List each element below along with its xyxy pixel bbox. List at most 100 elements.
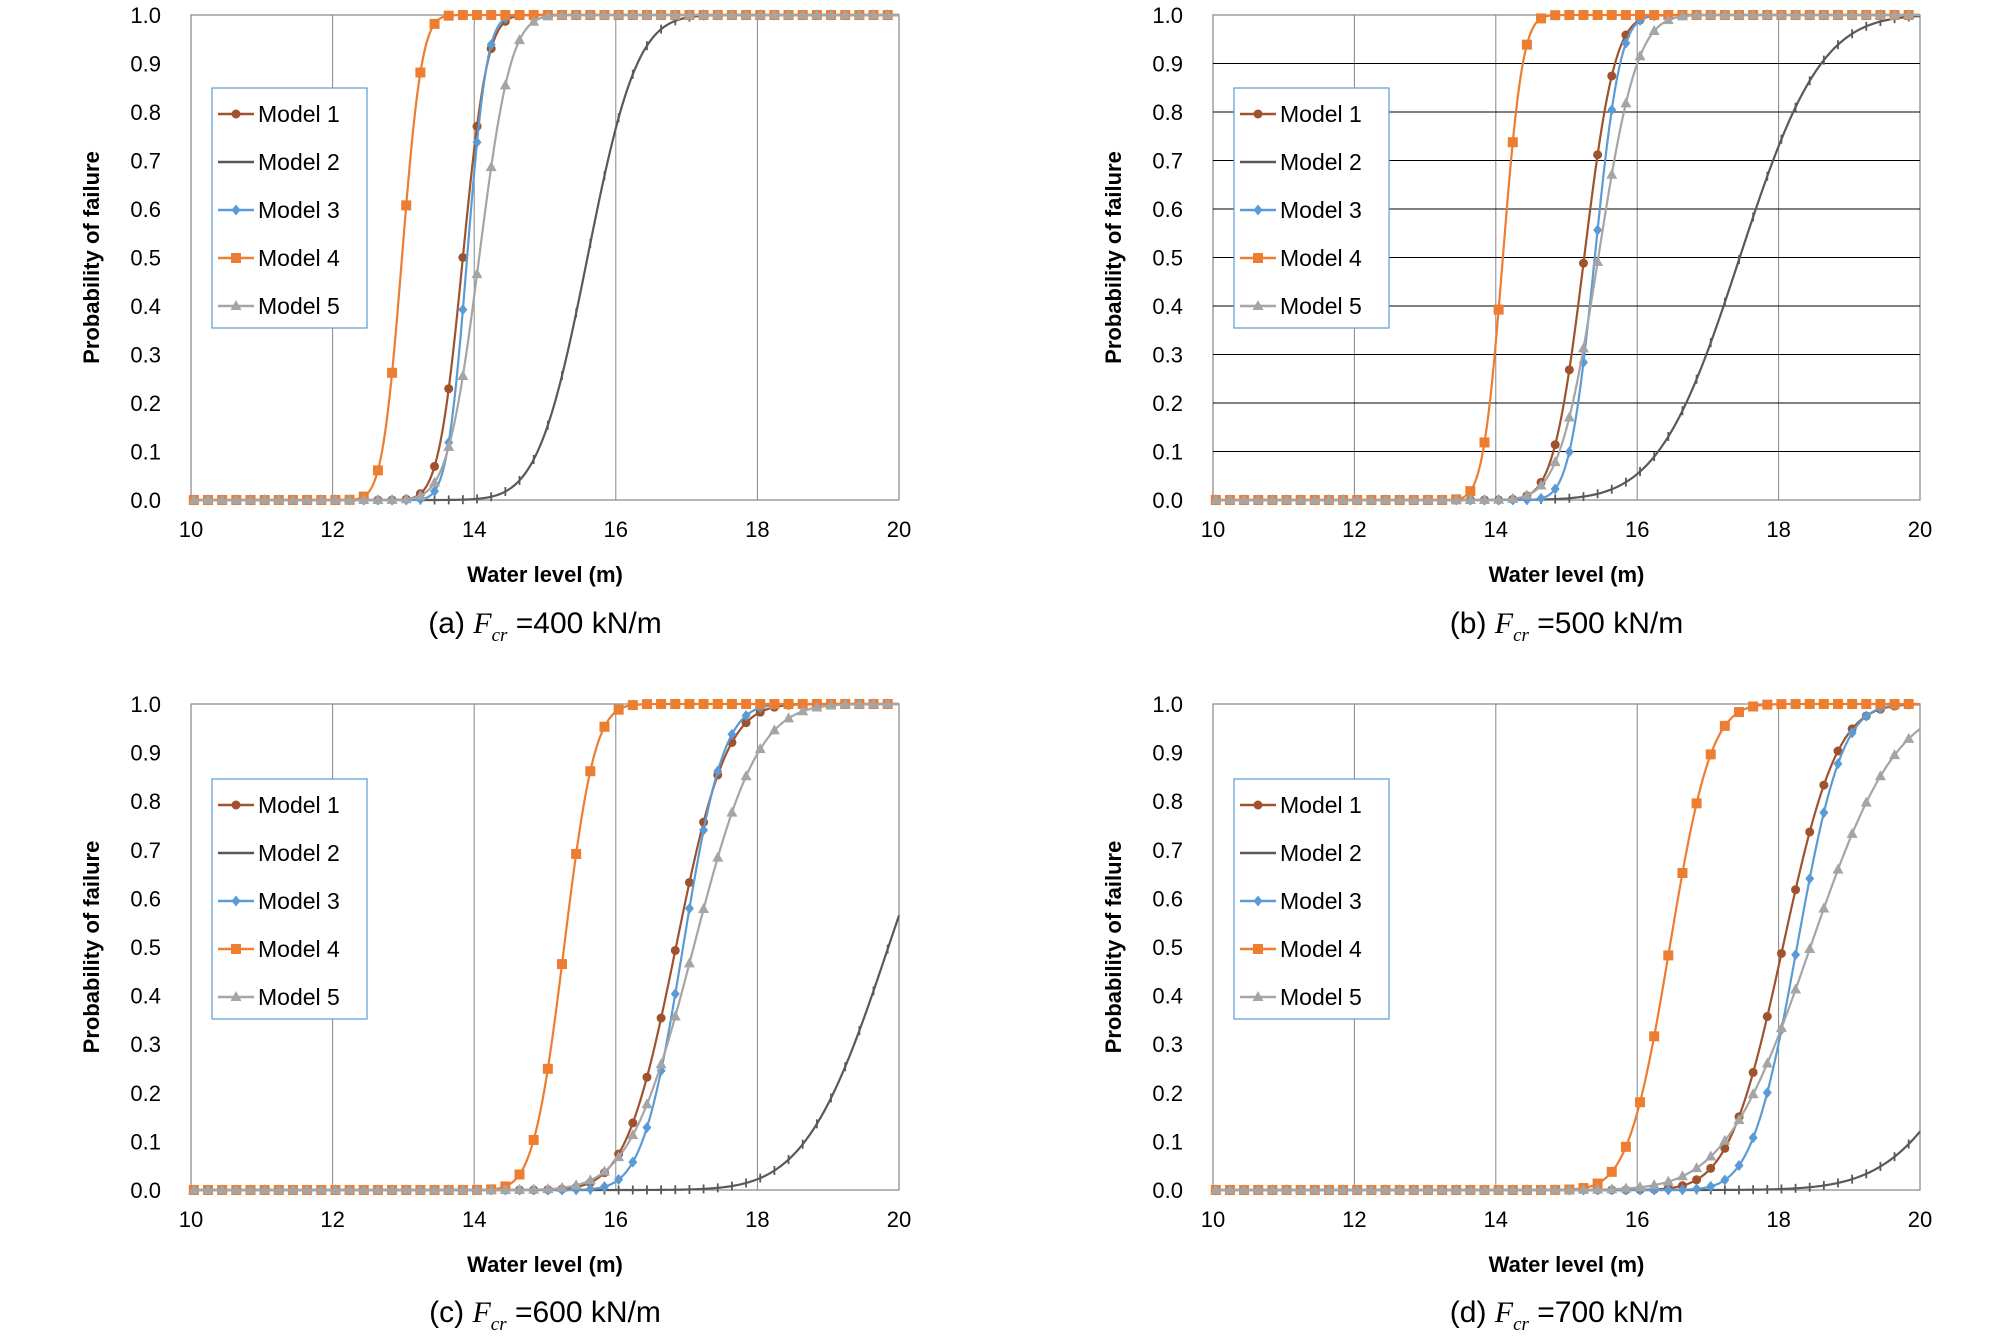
legend-item: Model 1 bbox=[218, 792, 340, 818]
x-tick-label: 10 bbox=[179, 517, 203, 542]
y-tick-label: 0.6 bbox=[1152, 886, 1183, 911]
data-point-marker bbox=[443, 10, 454, 21]
data-point-marker bbox=[1450, 493, 1462, 504]
data-point-marker bbox=[1719, 1134, 1731, 1145]
data-point-marker bbox=[1422, 494, 1434, 504]
data-point-marker bbox=[401, 200, 412, 211]
data-point-marker bbox=[1549, 1183, 1561, 1194]
data-point-marker bbox=[1281, 1184, 1293, 1194]
data-point-marker bbox=[1309, 1184, 1321, 1194]
data-point-marker bbox=[301, 494, 313, 504]
data-point-marker bbox=[528, 10, 539, 20]
data-point-marker bbox=[641, 9, 653, 19]
legend-swatch-marker bbox=[230, 991, 242, 1001]
caption-label: (b) bbox=[1450, 607, 1495, 640]
data-point-marker bbox=[797, 9, 809, 19]
data-point-marker bbox=[457, 370, 469, 381]
data-point-marker bbox=[740, 770, 752, 781]
y-tick-label: 0.6 bbox=[130, 197, 161, 222]
y-tick-label: 0.8 bbox=[1152, 100, 1183, 125]
data-point-marker bbox=[1564, 446, 1574, 458]
data-point-marker bbox=[1620, 1141, 1631, 1152]
data-point-marker bbox=[188, 494, 200, 504]
data-point-marker bbox=[1592, 10, 1603, 20]
x-tick-label: 10 bbox=[1201, 517, 1225, 542]
legend-label: Model 1 bbox=[1280, 101, 1362, 127]
data-point-marker bbox=[485, 1183, 497, 1194]
panel-caption: (c) Fcr =600 kN/m bbox=[429, 1296, 661, 1335]
caption-subscript: cr bbox=[491, 1314, 507, 1335]
data-point-marker bbox=[1818, 902, 1830, 913]
data-point-marker bbox=[301, 1184, 313, 1194]
data-point-marker bbox=[1550, 440, 1560, 450]
data-point-marker bbox=[1648, 25, 1660, 36]
data-point-marker bbox=[1337, 1184, 1349, 1194]
y-tick-label: 0.1 bbox=[1152, 440, 1183, 465]
data-point-marker bbox=[528, 1183, 540, 1194]
data-point-marker bbox=[797, 705, 809, 716]
data-point-marker bbox=[599, 1181, 609, 1193]
data-point-marker bbox=[570, 1179, 582, 1190]
y-tick-label: 0.3 bbox=[1152, 343, 1183, 368]
data-point-marker bbox=[1394, 1184, 1406, 1194]
data-point-marker bbox=[1620, 1182, 1632, 1193]
x-tick-label: 18 bbox=[1766, 1207, 1790, 1232]
data-point-marker bbox=[1266, 494, 1278, 504]
data-point-marker bbox=[514, 1183, 526, 1194]
y-tick-label: 0.3 bbox=[1152, 1032, 1183, 1057]
y-tick-label: 0.2 bbox=[130, 1081, 161, 1106]
caption-symbol: F bbox=[1494, 607, 1514, 640]
series-model-5 bbox=[1210, 728, 1921, 1194]
data-point-marker bbox=[1805, 873, 1815, 885]
x-tick-label: 14 bbox=[462, 1207, 486, 1232]
y-tick-label: 0.9 bbox=[1152, 741, 1183, 766]
data-point-marker bbox=[1705, 9, 1717, 20]
data-point-marker bbox=[1210, 494, 1222, 504]
data-point-marker bbox=[712, 851, 724, 862]
data-point-marker bbox=[1252, 494, 1264, 504]
y-tick-label: 0.7 bbox=[130, 838, 161, 863]
data-point-marker bbox=[1649, 1031, 1660, 1042]
y-tick-label: 0.9 bbox=[130, 52, 161, 77]
data-point-marker bbox=[287, 1184, 299, 1194]
data-point-marker bbox=[1351, 494, 1363, 504]
data-point-marker bbox=[1903, 732, 1915, 743]
legend-label: Model 1 bbox=[1280, 792, 1362, 818]
caption-label: (d) bbox=[1450, 1296, 1495, 1329]
caption-value: =600 kN/m bbox=[507, 1296, 661, 1329]
data-point-marker bbox=[1380, 494, 1392, 504]
data-point-marker bbox=[1563, 1183, 1575, 1194]
data-point-marker bbox=[528, 1134, 539, 1145]
x-tick-label: 20 bbox=[1908, 517, 1932, 542]
data-point-marker bbox=[542, 1063, 553, 1074]
y-tick-label: 0.4 bbox=[130, 294, 161, 319]
data-point-marker bbox=[1238, 1184, 1250, 1194]
data-point-marker bbox=[1252, 1184, 1264, 1194]
x-axis-title: Water level (m) bbox=[467, 1252, 623, 1277]
data-point-marker bbox=[216, 494, 228, 504]
caption-value: =500 kN/m bbox=[1529, 607, 1683, 640]
data-point-marker bbox=[670, 988, 680, 1000]
legend-item: Model 5 bbox=[1240, 293, 1362, 319]
y-axis-title: Probability of failure bbox=[1101, 841, 1126, 1054]
data-point-marker bbox=[429, 18, 440, 29]
data-point-marker bbox=[613, 704, 624, 715]
y-tick-label: 0.7 bbox=[130, 149, 161, 174]
legend-item: Model 1 bbox=[1240, 792, 1362, 818]
data-point-marker bbox=[811, 701, 823, 712]
data-point-marker bbox=[287, 494, 299, 504]
data-point-marker bbox=[1676, 10, 1688, 21]
legend-label: Model 5 bbox=[1280, 293, 1362, 319]
data-point-marker bbox=[1691, 1162, 1703, 1173]
data-point-marker bbox=[472, 136, 482, 148]
data-point-marker bbox=[372, 1184, 384, 1194]
data-point-marker bbox=[1663, 950, 1674, 961]
data-point-marker bbox=[1620, 97, 1632, 108]
data-point-marker bbox=[1408, 494, 1420, 504]
data-point-marker bbox=[542, 10, 554, 21]
caption-value: =400 kN/m bbox=[507, 607, 661, 640]
y-tick-label: 0.6 bbox=[1152, 197, 1183, 222]
data-point-marker bbox=[329, 1184, 341, 1194]
legend-label: Model 1 bbox=[258, 101, 340, 127]
data-point-marker bbox=[825, 9, 837, 19]
